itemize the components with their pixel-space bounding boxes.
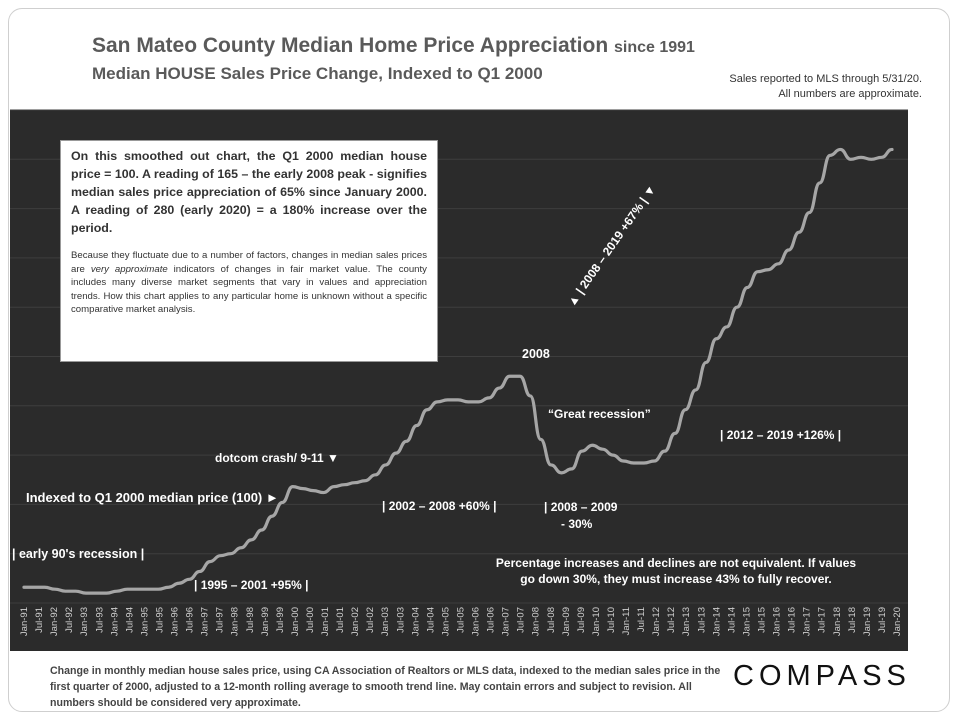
annotation-2002-2008: | 2002 – 2008 +60% | [382, 499, 497, 513]
x-tick-label: Jul-95 [154, 607, 165, 633]
x-tick-label: Jul-19 [877, 607, 888, 633]
x-tick-label: Jan-09 [561, 607, 572, 636]
x-tick-label: Jul-16 [787, 607, 798, 633]
x-tick-label: Jul-96 [185, 607, 196, 633]
compass-logo: COMPASS [733, 660, 911, 692]
annotation-early90s: | early 90's recession | [12, 547, 145, 561]
x-tick-label: Jul-94 [124, 607, 135, 633]
x-tick-label: Jan-92 [49, 607, 60, 636]
explanation-main: On this smoothed out chart, the Q1 2000 … [71, 149, 427, 235]
annotation-great-recession: “Great recession” [548, 407, 651, 421]
data-note-line2: All numbers are approximate. [778, 88, 922, 100]
percentage-note-line1: Percentage increases and declines are no… [495, 556, 857, 570]
data-note: Sales reported to MLS through 5/31/20. A… [662, 72, 922, 102]
annotation-2012-2019: | 2012 – 2019 +126% | [720, 428, 842, 442]
x-tick-label: Jan-15 [741, 607, 752, 636]
x-tick-label: Jul-01 [335, 607, 346, 633]
x-tick-label: Jan-17 [802, 607, 813, 636]
footer-note: Change in monthly median house sales pri… [50, 665, 721, 709]
x-tick-label: Jan-00 [290, 607, 301, 636]
x-tick-label: Jul-92 [64, 607, 75, 633]
disclaimer-emphasis: very approximate [90, 263, 168, 275]
x-tick-label: Jan-12 [651, 607, 662, 636]
x-tick-label: Jul-07 [516, 607, 527, 633]
x-tick-label: Jul-06 [486, 607, 497, 633]
x-tick-label: Jul-98 [245, 607, 256, 633]
x-tick-label: Jan-99 [260, 607, 271, 636]
annotation-indexed: Indexed to Q1 2000 median price (100) ► [26, 490, 279, 505]
x-tick-label: Jan-01 [320, 607, 331, 636]
x-tick-label: Jul-18 [847, 607, 858, 633]
x-tick-label: Jan-08 [531, 607, 542, 636]
x-tick-label: Jul-91 [34, 607, 45, 633]
x-tick-label: Jan-93 [79, 607, 90, 636]
x-tick-label: Jul-14 [726, 607, 737, 633]
x-tick-label: Jan-94 [109, 607, 120, 636]
x-tick-label: Jan-97 [200, 607, 211, 636]
explanation-disclaimer: Because they fluctuate due to a number o… [71, 249, 427, 317]
x-tick-label: Jan-04 [410, 607, 421, 636]
x-tick-label: Jul-17 [817, 607, 828, 633]
annotation-2008-2009: | 2008 – 2009 [544, 500, 618, 514]
x-tick-label: Jan-95 [139, 607, 150, 636]
x-tick-label: Jul-13 [696, 607, 707, 633]
x-tick-label: Jan-05 [440, 607, 451, 636]
explanation-box: On this smoothed out chart, the Q1 2000 … [60, 140, 438, 362]
x-tick-label: Jan-96 [170, 607, 181, 636]
x-tick-label: Jul-97 [215, 607, 226, 633]
x-tick-label: Jan-03 [380, 607, 391, 636]
x-tick-label: Jul-99 [275, 607, 286, 633]
x-tick-label: Jul-93 [94, 607, 105, 633]
x-tick-label: Jan-19 [862, 607, 873, 636]
x-tick-label: Jul-15 [757, 607, 768, 633]
annotation-percentage-note: Percentage increases and declines are no… [490, 556, 862, 586]
annotation-minus30: - 30% [561, 517, 593, 531]
x-tick-label: Jan-10 [591, 607, 602, 636]
series-line [22, 147, 894, 595]
annotation-1995-2001: | 1995 – 2001 +95% | [194, 578, 309, 592]
percentage-note-line2: go down 30%, they must increase 43% to f… [520, 572, 832, 586]
disclaimer-text-b: indicators of changes in fair market val… [71, 263, 427, 316]
x-tick-label: Jul-12 [666, 607, 677, 633]
annotation-dotcom: dotcom crash/ 9-11 ▼ [215, 451, 339, 465]
x-tick-label: Jan-18 [832, 607, 843, 636]
x-tick-label: Jul-05 [455, 607, 466, 633]
x-tick-label: Jul-11 [636, 607, 647, 632]
title-main: San Mateo County Median Home Price Appre… [92, 34, 609, 57]
chart-title: San Mateo County Median Home Price Appre… [92, 34, 695, 58]
x-tick-label: Jul-09 [576, 607, 587, 633]
x-tick-label: Jan-14 [711, 607, 722, 636]
x-tick-label: Jul-04 [425, 607, 436, 633]
annotation-2008-peak: 2008 [522, 347, 550, 361]
x-tick-label: Jul-08 [546, 607, 557, 633]
x-tick-label: Jan-11 [621, 607, 632, 635]
x-tick-label: Jan-07 [501, 607, 512, 636]
x-tick-label: Jan-02 [350, 607, 361, 636]
x-tick-label: Jul-10 [606, 607, 617, 633]
disclaimer-text-a: Because they fluctuate due to a number o… [71, 250, 427, 275]
x-tick-label: Jul-02 [365, 607, 376, 633]
x-tick-label: Jan-20 [892, 607, 903, 636]
x-tick-label: Jan-91 [19, 607, 30, 636]
x-tick-label: Jan-98 [230, 607, 241, 636]
x-tick-label: Jul-03 [395, 607, 406, 633]
x-tick-label: Jan-06 [471, 607, 482, 636]
title-suffix: since 1991 [613, 39, 695, 56]
x-tick-label: Jan-16 [772, 607, 783, 636]
data-note-line1: Sales reported to MLS through 5/31/20. [729, 73, 922, 85]
x-tick-label: Jul-00 [305, 607, 316, 633]
x-tick-label: Jan-13 [681, 607, 692, 636]
chart-subtitle: Median HOUSE Sales Price Change, Indexed… [92, 64, 543, 83]
